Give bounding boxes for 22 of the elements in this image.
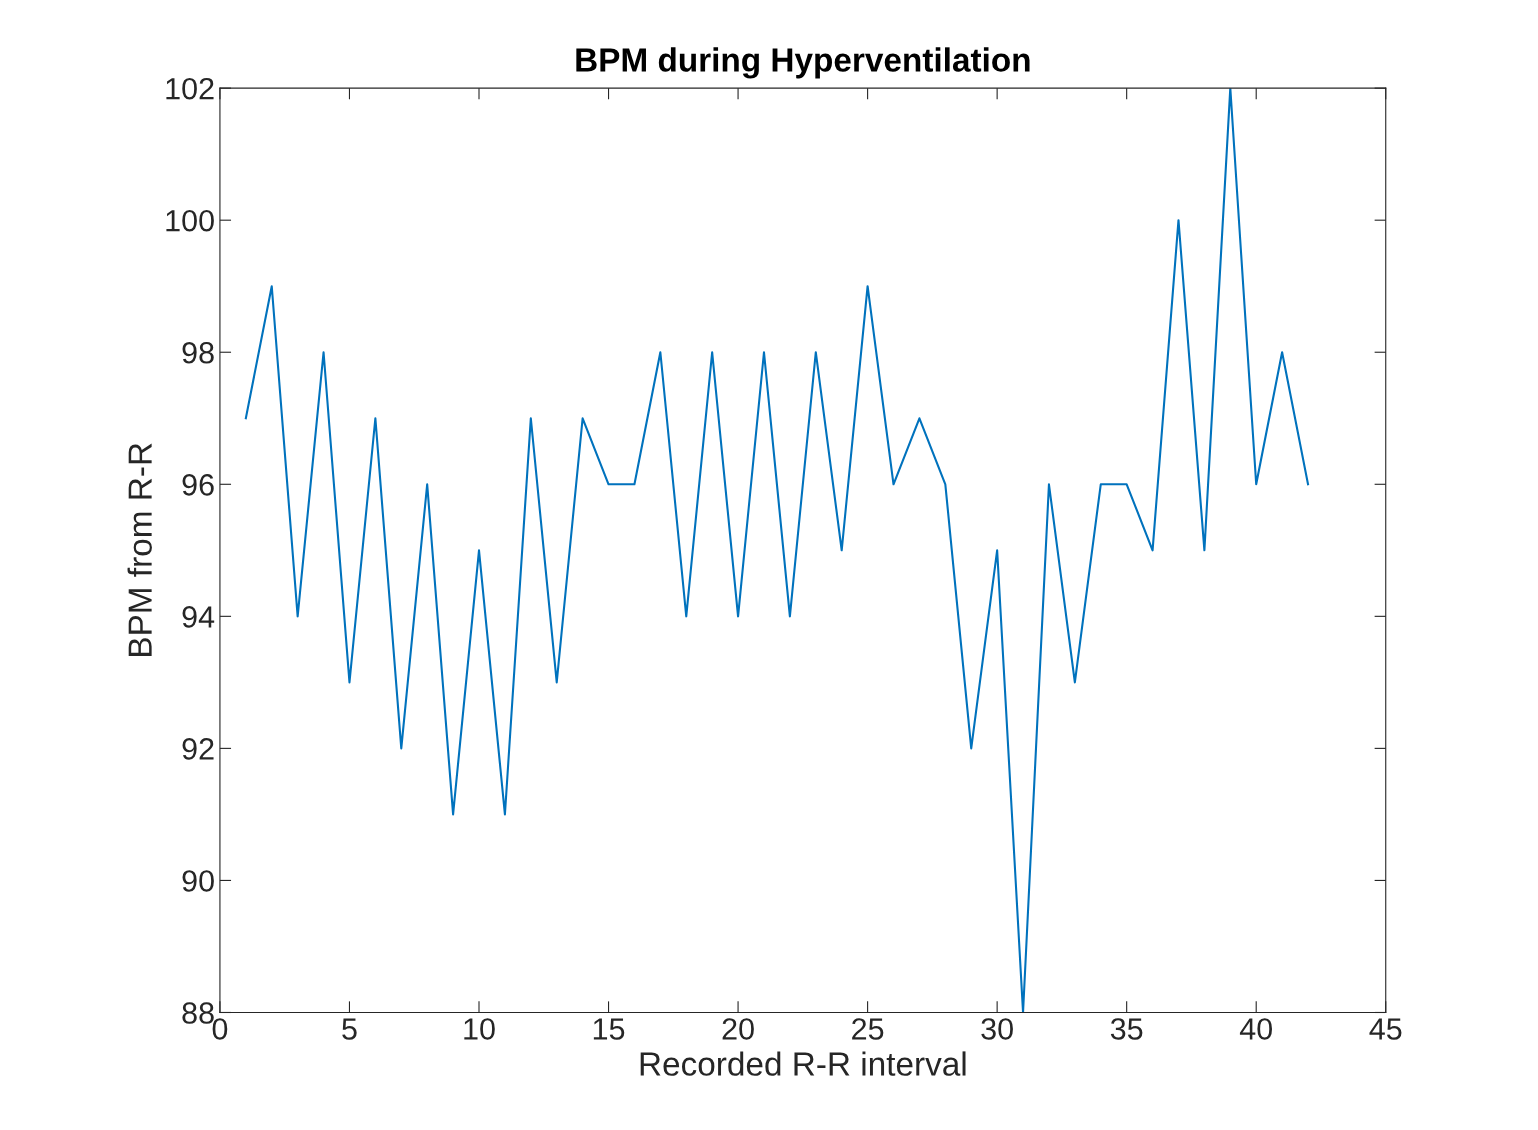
x-tick-label: 30 [981,1018,1013,1040]
x-axis-title: Recorded R-R interval [640,1051,966,1076]
x-tick-label: 35 [1110,1018,1143,1040]
line-series [244,88,1310,1013]
y-tick-label: 94 [182,606,215,628]
y-tick-label: 96 [182,474,214,496]
x-tick-label: 0 [212,1018,228,1040]
x-tick-label: 15 [593,1018,625,1040]
x-tick-label: 20 [722,1018,754,1040]
x-tick-label: 40 [1239,1018,1272,1040]
y-axis-title: BPM from R-R [127,443,152,656]
y-tick-label: 102 [166,77,214,100]
x-tick-label: 45 [1369,1018,1402,1040]
y-tick-label: 92 [182,738,214,760]
y-tick-label: 90 [182,870,214,892]
y-tick-label: 88 [182,1002,214,1024]
y-tick-label: 100 [166,209,214,232]
x-tick-label: 10 [464,1018,495,1040]
x-tick-label: 5 [342,1018,357,1040]
chart-title: BPM during Hyperventilation [576,47,1030,79]
x-tick-label: 25 [852,1018,884,1040]
y-tick-label: 98 [182,341,214,364]
